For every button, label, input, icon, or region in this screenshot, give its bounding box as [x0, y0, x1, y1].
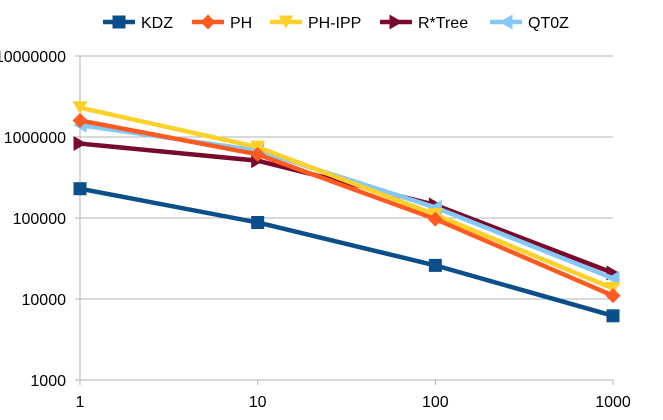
- legend-label: KDZ: [141, 15, 173, 32]
- data-point-ph: [605, 288, 621, 304]
- legend-label: QT0Z: [528, 15, 569, 32]
- series-line-ph-ipp: [77, 105, 616, 291]
- data-point-ph: [250, 146, 266, 162]
- series-layer: [72, 101, 621, 323]
- legend-item-qt0z: QT0Z: [490, 14, 569, 32]
- data-point-kdz: [606, 309, 620, 323]
- legend-label: PH-IPP: [308, 15, 361, 32]
- legend-marker: [200, 14, 216, 30]
- x-tick-label: 1000: [595, 394, 631, 411]
- legend: KDZ PH PH-IPP R*Tree QT0Z: [103, 14, 569, 32]
- data-point-ph: [72, 112, 88, 128]
- y-tick-label: 1000: [30, 373, 66, 390]
- legend-marker: [278, 15, 294, 29]
- series-kdz: [73, 182, 620, 323]
- series-line-ph: [77, 118, 616, 298]
- x-tick-labels: 1 10 100 1000: [76, 394, 631, 411]
- legend-label: PH: [230, 15, 252, 32]
- legend-item-r-tree: R*Tree: [380, 14, 468, 32]
- x-tick-label: 100: [422, 394, 449, 411]
- legend-label: R*Tree: [418, 15, 468, 32]
- data-point-r-tree: [73, 136, 87, 152]
- data-point-ph-ipp: [72, 101, 88, 115]
- data-point-kdz: [251, 215, 265, 229]
- data-point-ph: [427, 211, 443, 227]
- legend-marker: [499, 14, 513, 30]
- x-tick-label: 1: [76, 394, 85, 411]
- y-tick-labels: 1000 10000 100000 1000000 10000000: [0, 49, 66, 390]
- y-tick-label: 10000: [22, 292, 67, 309]
- legend-item-ph: PH: [192, 14, 252, 32]
- data-point-kdz: [428, 258, 442, 272]
- series-ph: [72, 112, 621, 304]
- y-tick-label: 1000000: [4, 130, 66, 147]
- y-tick-label: 10000000: [0, 49, 66, 66]
- data-point-kdz: [73, 182, 87, 196]
- x-tick-label: 10: [249, 394, 267, 411]
- series-line-kdz: [77, 186, 616, 319]
- legend-marker: [112, 15, 126, 29]
- y-tick-label: 100000: [13, 211, 66, 228]
- legend-item-kdz: KDZ: [103, 15, 173, 32]
- legend-marker: [389, 14, 403, 30]
- legend-item-ph-ipp: PH-IPP: [270, 15, 361, 32]
